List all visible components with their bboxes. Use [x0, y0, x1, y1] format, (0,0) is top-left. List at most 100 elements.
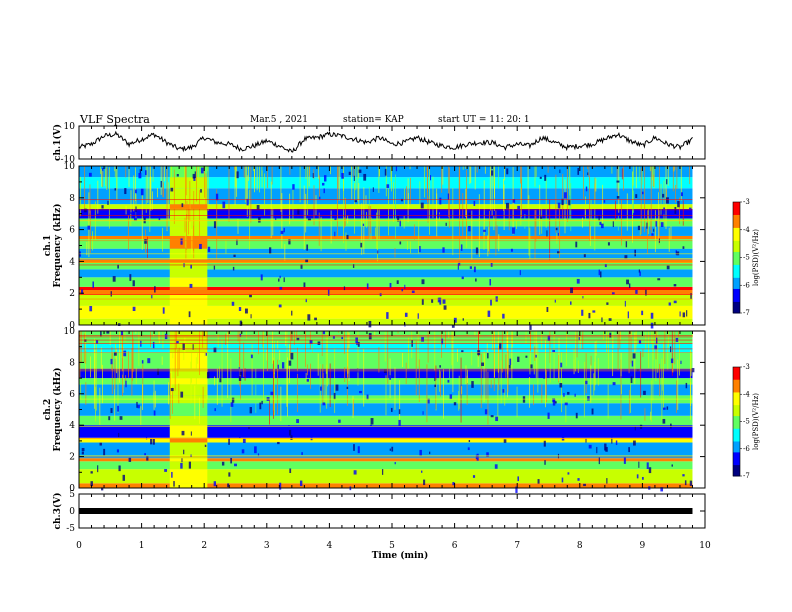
ch1_spectrogram-streak	[253, 166, 255, 172]
ch1_spectrogram-streak	[404, 188, 405, 208]
ch1_spectrogram-speck	[354, 200, 357, 203]
ch1_spectrogram-colorbar-cell	[733, 259, 740, 262]
ch2_spectrogram-streak	[640, 351, 642, 398]
ch1_spectrogram-streak	[256, 166, 258, 191]
ch1_spectrogram-streak	[649, 166, 651, 172]
ch1_spectrogram-streak	[493, 166, 495, 187]
ch2_spectrogram-band-13	[79, 352, 693, 369]
ch2_spectrogram-streak	[512, 331, 513, 347]
ch2_spectrogram-speck	[587, 396, 590, 401]
ch1_spectrogram-speck	[101, 205, 104, 209]
x-tick-label: 10	[699, 541, 711, 551]
ch2_spectrogram-streak	[290, 331, 292, 359]
ch2_spectrogram-speck	[547, 412, 550, 419]
ch1_spectrogram-streak	[191, 228, 193, 255]
ch1_spectrogram-colorbar-cell	[733, 292, 740, 295]
ch2_spectrogram-streak	[135, 367, 137, 384]
ch1_spectrogram-colorbar-cell	[733, 218, 740, 221]
ch2_spectrogram-streak	[497, 382, 499, 421]
ch1_spectrogram-streak	[171, 166, 172, 187]
ch2_spectrogram-streak	[676, 380, 678, 414]
ch2_spectrogram-speck	[554, 401, 557, 404]
ch2_spectrogram-streak	[577, 360, 579, 373]
ch2_spectrogram-speck	[509, 358, 512, 366]
ch1_spectrogram-speck	[458, 261, 461, 266]
ch1_spectrogram-streak	[249, 189, 251, 250]
ch1_spectrogram-colorbar-cell	[733, 253, 740, 257]
ch2_spectrogram-speck	[288, 429, 292, 436]
ch1_spectrogram-speck	[395, 166, 398, 172]
ch2_spectrogram-band-0	[79, 483, 693, 488]
ch2_spectrogram-speck	[103, 448, 106, 456]
ch2_spectrogram-speck	[578, 336, 580, 341]
ch1_spectrogram-colorbar-cell	[733, 242, 740, 246]
ch1_spectrogram-colorbar-cell	[733, 251, 740, 255]
x-tick-label: 9	[640, 541, 646, 551]
ch2_spectrogram-speck	[583, 483, 586, 487]
ch1_spectrogram-colorbar-cell	[733, 309, 740, 312]
ch2_spectrogram-streak	[659, 363, 661, 397]
ch2_spectrogram-speck	[228, 472, 231, 477]
ch1_spectrogram-streak	[410, 241, 412, 254]
ch2_spectrogram-speck	[288, 425, 290, 431]
ch2_spectrogram-streak	[346, 353, 348, 406]
ch2_spectrogram-ytick-label: 2	[69, 453, 75, 463]
ch1_spectrogram-streak	[632, 166, 634, 186]
ch2_spectrogram-speck	[346, 386, 349, 390]
ch2_spectrogram-speck	[434, 377, 436, 382]
ch2_spectrogram-speck	[605, 446, 608, 452]
ch2_spectrogram-colorbar-cell	[733, 379, 740, 383]
ch1_spectrogram-streak	[189, 181, 191, 222]
ch1_spectrogram-speck	[200, 189, 202, 193]
ch2_spectrogram-streak	[204, 347, 206, 357]
ch1_spectrogram-speck	[194, 171, 196, 179]
ch1_spectrogram-streak	[125, 166, 127, 178]
ch2_spectrogram-colorbar-cell	[733, 470, 740, 473]
ch2_spectrogram-burst-band-2	[169, 461, 208, 470]
ch2_spectrogram-speck	[398, 419, 401, 427]
ch2_spectrogram-speck	[320, 386, 322, 391]
ch1_spectrogram-streak	[135, 167, 136, 202]
ch2_spectrogram-streak	[293, 331, 295, 346]
ch2_spectrogram-streak	[272, 360, 274, 419]
ch1_spectrogram-colorbar-cell	[733, 288, 740, 292]
ch2_spectrogram-colorbar-cell	[733, 372, 740, 375]
ch1_spectrogram-streak	[663, 180, 665, 224]
ch1_spectrogram-line	[79, 215, 693, 216]
ch1_spectrogram-speck	[682, 246, 685, 249]
ch2_spectrogram-speck	[277, 364, 279, 369]
ch2_spectrogram-speck	[108, 416, 111, 421]
ch2_spectrogram-colorbar-cell	[733, 450, 740, 453]
ch2_spectrogram-streak	[575, 331, 576, 372]
ch1_spectrogram-streak	[582, 217, 583, 228]
ch1_waveform-line	[78, 130, 693, 153]
ch2_spectrogram-streak	[190, 361, 192, 404]
ch1_spectrogram-streak	[378, 166, 380, 193]
ch2_spectrogram-streak	[363, 348, 365, 407]
ch1_spectrogram-speck	[561, 198, 564, 206]
ch2_spectrogram-streak	[483, 351, 485, 402]
ch2_spectrogram-speck	[638, 340, 642, 344]
ch2_spectrogram-streak	[170, 331, 171, 339]
ch1_spectrogram-speck	[258, 217, 261, 223]
ch1_spectrogram-streak	[556, 232, 558, 244]
ch2_spectrogram-speck	[274, 432, 278, 437]
ch1_spectrogram-burst-band-7	[169, 262, 208, 270]
ch1_spectrogram-streak	[448, 166, 450, 218]
ch1_spectrogram-colorbar-cell	[733, 237, 740, 240]
ch1_spectrogram-speck	[291, 310, 293, 316]
ch2_spectrogram-speck	[662, 418, 666, 424]
ch1_spectrogram-streak	[493, 215, 495, 231]
ch2_spectrogram-streak	[426, 364, 428, 423]
ch1_spectrogram-speck	[505, 202, 509, 209]
ch2_spectrogram-streak	[274, 340, 275, 374]
ch1_spectrogram-speck	[612, 221, 614, 228]
ch1_spectrogram-speck	[377, 250, 379, 255]
ch2_spectrogram-speck	[188, 461, 192, 469]
ch1_spectrogram-streak	[406, 186, 407, 200]
ch2_spectrogram-colorbar-cell	[733, 383, 740, 386]
ch2_spectrogram-streak	[505, 354, 507, 378]
ch1_spectrogram-speck	[384, 168, 387, 176]
ch1_spectrogram-speck	[510, 248, 513, 252]
ch1_spectrogram-speck	[431, 299, 434, 303]
